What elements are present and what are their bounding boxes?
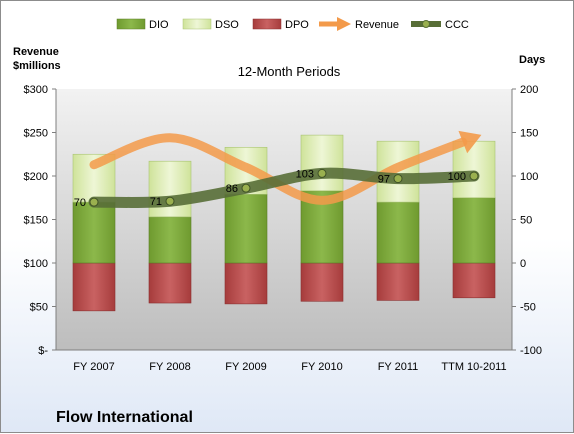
legend-swatch-dio bbox=[116, 18, 146, 30]
bar-dpo-0 bbox=[72, 262, 116, 312]
chart-subtitle: 12-Month Periods bbox=[238, 64, 341, 79]
plot-area bbox=[56, 89, 512, 350]
right-tick-label-4: 100 bbox=[520, 171, 538, 183]
ccc-data-label-0: 70 bbox=[74, 197, 86, 209]
company-name: Flow International bbox=[56, 409, 193, 426]
right-tick-label-1: -50 bbox=[520, 302, 536, 314]
legend-swatch-dso bbox=[182, 18, 212, 30]
bar-dpo-5 bbox=[452, 262, 496, 299]
ccc-data-label-4: 97 bbox=[378, 174, 390, 186]
x-tick-label-5: TTM 10-2011 bbox=[441, 361, 506, 373]
bar-dso-1 bbox=[148, 160, 192, 218]
right-tick-label-0: -100 bbox=[520, 345, 542, 357]
ccc-point-1 bbox=[165, 196, 175, 206]
ccc-data-label-2: 86 bbox=[226, 183, 238, 195]
bar-dpo-4 bbox=[376, 262, 420, 301]
left-tick-label-2: $100 bbox=[24, 258, 48, 270]
left-tick-label-1: $50 bbox=[30, 302, 48, 314]
legend-label-revenue: Revenue bbox=[355, 19, 399, 31]
ccc-data-label-1: 71 bbox=[150, 196, 162, 208]
legend-label-ccc: CCC bbox=[445, 19, 469, 31]
right-tick-label-2: 0 bbox=[520, 258, 526, 270]
left-tick-label-6: $300 bbox=[24, 84, 48, 96]
ccc-point-2 bbox=[241, 183, 251, 193]
left-tick-label-3: $150 bbox=[24, 215, 48, 227]
bar-dpo-1 bbox=[148, 262, 192, 304]
legend-label-dio: DIO bbox=[149, 19, 169, 31]
ccc-point-3 bbox=[317, 168, 327, 178]
bar-dso-5 bbox=[452, 140, 496, 199]
bar-dpo-3 bbox=[300, 262, 344, 302]
bar-dso-3 bbox=[300, 134, 344, 192]
ccc-data-label-5: 100 bbox=[448, 171, 466, 183]
right-tick-label-6: 200 bbox=[520, 84, 538, 96]
bar-dio-5 bbox=[452, 197, 496, 264]
ccc-point-0 bbox=[89, 197, 99, 207]
legend-swatch-dpo bbox=[252, 18, 282, 30]
right-tick-label-3: 50 bbox=[520, 215, 532, 227]
legend: DIO DSO DPO Revenue CCC bbox=[116, 17, 469, 31]
left-tick-label-5: $250 bbox=[24, 128, 48, 140]
x-tick-label-1: FY 2008 bbox=[149, 361, 190, 373]
bar-dio-1 bbox=[148, 216, 192, 264]
labels-layer: 70 71 86 103 97 100 bbox=[74, 168, 466, 209]
bars-layer bbox=[72, 134, 496, 312]
ccc-data-label-3: 103 bbox=[296, 168, 314, 180]
right-tick-label-5: 150 bbox=[520, 128, 538, 140]
left-axis-title-line1: Revenue bbox=[13, 46, 59, 58]
bar-dio-0 bbox=[72, 201, 116, 264]
legend-label-dso: DSO bbox=[215, 19, 239, 31]
x-tick-label-2: FY 2009 bbox=[225, 361, 266, 373]
ccc-line bbox=[88, 167, 480, 208]
left-axis-title-line2: $millions bbox=[13, 60, 61, 72]
right-axis-title: Days bbox=[519, 54, 545, 66]
legend-swatch-ccc bbox=[411, 20, 441, 28]
ccc-point-5 bbox=[469, 171, 479, 181]
legend-swatch-revenue bbox=[319, 17, 351, 31]
revenue-arrowhead bbox=[458, 130, 482, 154]
bar-dio-2 bbox=[224, 193, 268, 264]
bar-dpo-2 bbox=[224, 262, 268, 305]
lines-layer bbox=[88, 130, 482, 208]
x-tick-label-3: FY 2010 bbox=[301, 361, 342, 373]
bar-dio-4 bbox=[376, 201, 420, 264]
axes-layer: $- $50 $100 $150 $200 $250 $300 -100 -50 0 50 100 15… bbox=[24, 84, 543, 373]
x-tick-label-4: FY 2011 bbox=[378, 361, 419, 373]
legend-label-dpo: DPO bbox=[285, 19, 309, 31]
ccc-point-4 bbox=[393, 174, 403, 184]
left-tick-label-4: $200 bbox=[24, 171, 48, 183]
x-tick-label-0: FY 2007 bbox=[73, 361, 114, 373]
left-tick-label-0: $- bbox=[38, 345, 48, 357]
